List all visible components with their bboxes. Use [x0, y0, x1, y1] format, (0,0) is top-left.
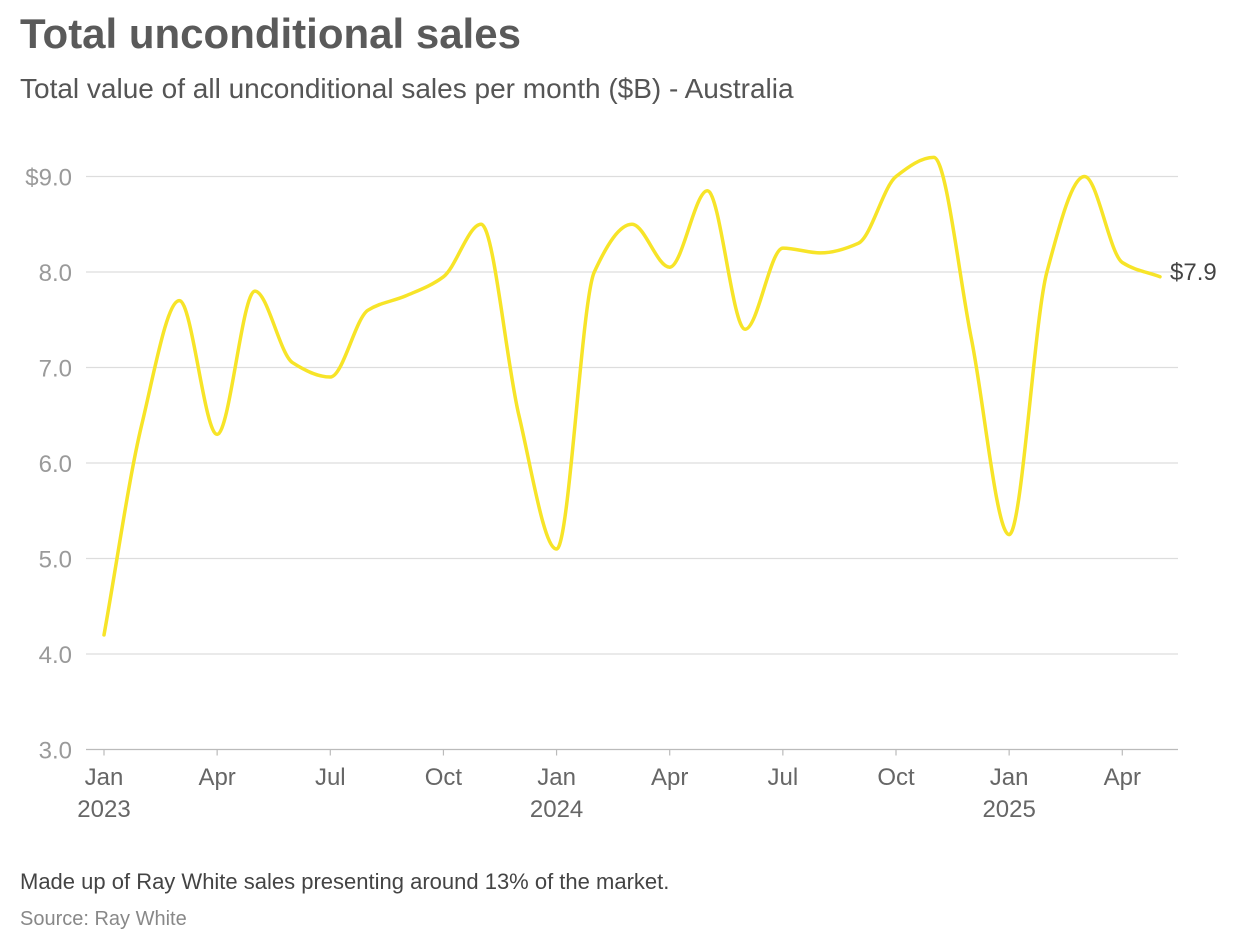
x-tick-label: Apr: [651, 764, 688, 791]
data-point: [215, 432, 219, 436]
data-point: [177, 299, 181, 303]
data-point: [1045, 270, 1049, 274]
x-tick-label: Jan: [85, 764, 124, 791]
data-point: [1083, 175, 1087, 179]
data-point: [819, 251, 823, 255]
x-tick-label: Oct: [877, 764, 915, 791]
x-tick-label: Jul: [768, 764, 799, 791]
data-point: [555, 547, 559, 551]
data-point: [1120, 260, 1124, 264]
data-point: [291, 361, 295, 365]
data-point: [1007, 533, 1011, 537]
source-note: Source: Ray White: [20, 908, 187, 930]
data-point: [894, 175, 898, 179]
data-point: [932, 155, 936, 159]
y-tick-label: $9.0: [25, 165, 72, 192]
chart-title: Total unconditional sales: [20, 10, 521, 57]
x-tick-year: 2023: [77, 796, 130, 823]
y-axis: 3.0 4.0 5.0 6.0 7.0 8.0 $9.0: [25, 165, 72, 765]
data-point: [630, 222, 634, 226]
end-value-label: $7.9: [1170, 259, 1217, 286]
data-point: [404, 294, 408, 298]
data-point: [366, 308, 370, 312]
data-point: [140, 423, 144, 427]
x-axis: Jan 2023 Apr Jul Oct Jan 2024 Apr Jul Oct Jan 2025 A…: [77, 749, 1141, 823]
y-tick-label: 5.0: [39, 547, 72, 574]
y-tick-label: 4.0: [39, 642, 72, 669]
y-tick-label: 7.0: [39, 356, 72, 383]
data-point: [705, 189, 709, 193]
x-tick-label: Jan: [990, 764, 1029, 791]
x-tick-label: Jan: [537, 764, 576, 791]
data-point: [856, 241, 860, 245]
series-layer: $7.9: [102, 155, 1217, 637]
y-tick-label: 6.0: [39, 451, 72, 478]
data-point: [479, 222, 483, 226]
x-tick-year: 2025: [982, 796, 1035, 823]
x-tick-label: Jul: [315, 764, 346, 791]
y-tick-label: 3.0: [39, 738, 72, 765]
data-point: [781, 246, 785, 250]
x-tick-label: Apr: [198, 764, 235, 791]
data-point: [668, 265, 672, 269]
footnote: Made up of Ray White sales presenting ar…: [20, 869, 670, 894]
chart-subtitle: Total value of all unconditional sales p…: [20, 73, 794, 104]
series-line: [102, 155, 1162, 637]
data-point: [253, 289, 257, 293]
data-point: [1158, 275, 1162, 279]
x-tick-label: Apr: [1104, 764, 1141, 791]
data-point: [102, 633, 106, 637]
grid-layer: [86, 175, 1178, 751]
data-point: [517, 413, 521, 417]
data-point: [328, 375, 332, 379]
x-tick-label: Oct: [425, 764, 463, 791]
x-tick-year: 2024: [530, 796, 583, 823]
y-tick-label: 8.0: [39, 260, 72, 287]
data-point: [969, 337, 973, 341]
data-point: [592, 270, 596, 274]
data-point: [743, 327, 747, 331]
data-point: [441, 275, 445, 279]
